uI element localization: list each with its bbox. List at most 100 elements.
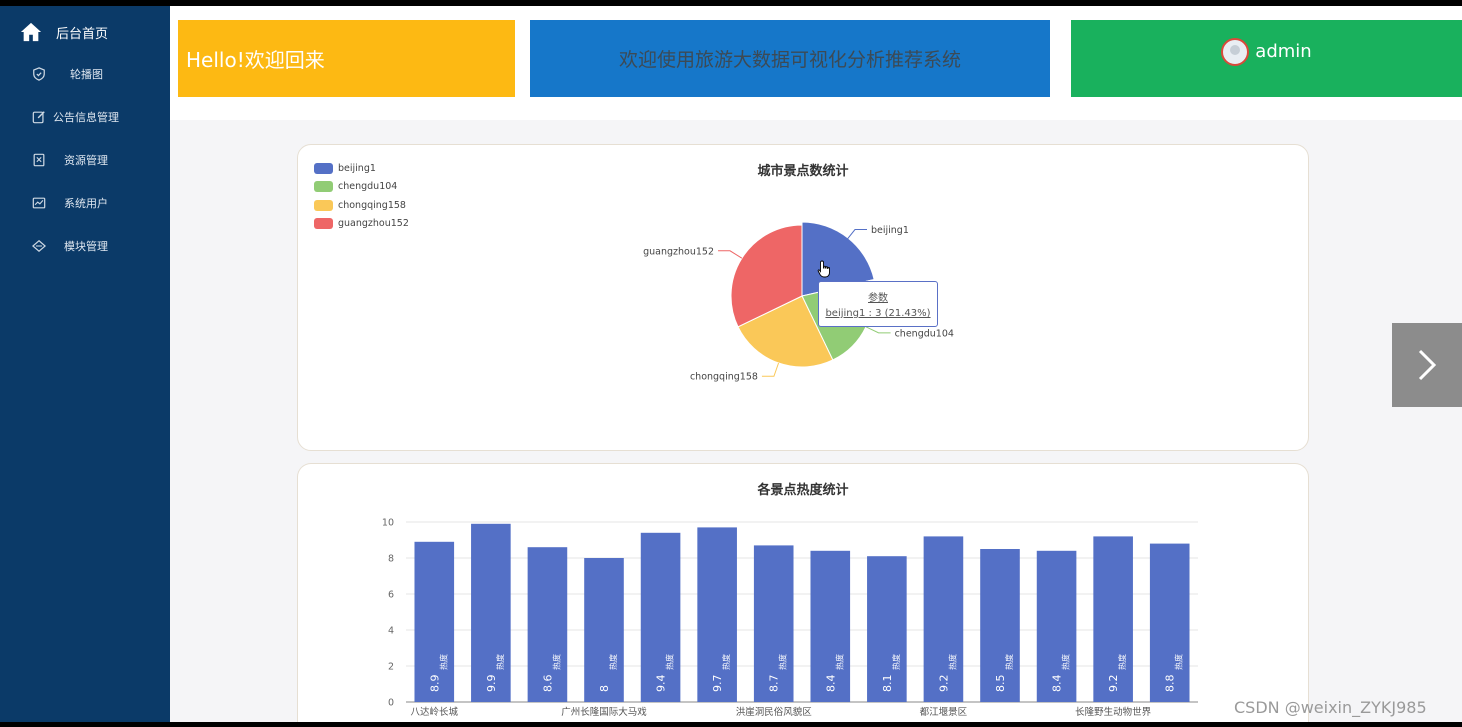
slice-label: beijing1 (871, 225, 909, 236)
slice-label-line (718, 250, 743, 259)
bar-value: 9.9 (485, 675, 498, 693)
bar-value-suffix: 热度 (665, 654, 675, 670)
bar[interactable] (640, 532, 681, 702)
home-icon (20, 22, 42, 42)
bar-value-label: 8 热度 (598, 654, 618, 692)
top-border (0, 0, 1462, 6)
legend-item[interactable]: guangzhou152 (314, 215, 409, 234)
username: admin (1255, 41, 1312, 62)
bar-value: 8.9 (428, 675, 441, 693)
system-title-card: 欢迎使用旅游大数据可视化分析推荐系统 (530, 20, 1050, 97)
pie-chart: beijing1 chengdu104 chongqing158 guangzhou1… (643, 221, 954, 383)
bar-value-label: 9.2 热度 (1107, 654, 1127, 692)
slice-label-line (761, 362, 780, 377)
tooltip-title: 参数 (868, 293, 888, 304)
x-tick-label: 都江堰景区 (920, 707, 968, 718)
bottom-border (0, 722, 1462, 727)
bar-value-suffix: 热度 (947, 654, 957, 670)
bar-value-suffix: 热度 (1004, 654, 1014, 670)
legend-label: chengdu104 (338, 181, 398, 193)
bar[interactable] (1093, 536, 1133, 702)
main-content: Hello!欢迎回来 欢迎使用旅游大数据可视化分析推荐系统 admin 城市景点… (170, 6, 1462, 727)
slice-label: chengdu104 (895, 328, 954, 339)
pointer-cursor-icon (817, 260, 830, 278)
bar-value: 8.4 (824, 675, 837, 693)
bar-value-label: 9.9 热度 (485, 654, 505, 692)
y-tick-label: 6 (388, 590, 394, 601)
sidebar-item-resources[interactable]: 资源管理 (0, 140, 170, 180)
bar[interactable] (584, 558, 624, 702)
bar[interactable] (923, 536, 964, 702)
slice-label-line (865, 326, 891, 334)
bar-chart-title: 各景点热度统计 (757, 483, 849, 498)
bar[interactable] (527, 547, 568, 702)
legend-swatch (314, 199, 333, 211)
bar-value-label: 9.4 热度 (655, 654, 675, 692)
bar[interactable] (1149, 543, 1190, 702)
bar-value: 8.7 (768, 675, 781, 693)
system-title: 欢迎使用旅游大数据可视化分析推荐系统 (618, 49, 961, 71)
bar[interactable] (1036, 550, 1077, 702)
sidebar-item-carousel[interactable]: 轮播图 (0, 54, 170, 94)
bar-value: 8.5 (994, 675, 1007, 693)
bar-value: 9.4 (655, 675, 668, 693)
pie-chart-panel: 城市景点数统计 beijing1 chengdu104 chongqing158 gu… (297, 144, 1309, 451)
bar[interactable] (414, 541, 455, 702)
sidebar-item-label: 模块管理 (64, 240, 108, 253)
pie-chart-title: 城市景点数统计 (757, 164, 849, 179)
bar-value-label: 8.6 热度 (541, 654, 561, 692)
sidebar-item-label: 轮播图 (70, 68, 103, 81)
legend-item[interactable]: chongqing158 (314, 196, 409, 215)
pie-slice[interactable] (730, 224, 803, 328)
bar-value-label: 9.7 热度 (711, 654, 731, 692)
bar[interactable] (471, 523, 511, 702)
bar-value-suffix: 热度 (495, 654, 505, 670)
chart-tooltip: 参数 beijing1 : 3 (21.43%) (818, 281, 938, 327)
bar[interactable] (753, 545, 794, 702)
bar-value: 9.7 (711, 675, 724, 693)
bar-value-suffix: 热度 (721, 654, 731, 670)
legend-item[interactable]: chengdu104 (314, 178, 409, 197)
slice-label-line (845, 229, 867, 241)
bar-value-suffix: 热度 (438, 654, 448, 670)
legend-item[interactable]: beijing1 (314, 159, 409, 178)
bar-value: 8 (598, 685, 611, 692)
bar-value: 8.1 (881, 675, 894, 693)
bar[interactable] (697, 527, 737, 702)
greeting-text: Hello!欢迎回来 (186, 48, 325, 72)
sidebar-item-announcements[interactable]: 公告信息管理 (0, 97, 170, 137)
slice-label: guangzhou152 (643, 246, 714, 257)
bar[interactable] (867, 556, 907, 702)
header: Hello!欢迎回来 欢迎使用旅游大数据可视化分析推荐系统 admin (170, 6, 1462, 120)
x-tick-label: 洪崖洞民俗风貌区 (736, 706, 813, 718)
bar-chart: 0 2 4 6 8 10 8.9 热度 9.9 热度 8.6 热度 8 热度 9.4 热度 9.7 热度 8.7 热度… (382, 518, 1198, 718)
y-tick-label: 2 (388, 662, 394, 673)
sidebar-item-modules[interactable]: 模块管理 (0, 226, 170, 266)
bar-value-label: 9.2 热度 (937, 654, 957, 692)
bar-value-suffix: 热度 (891, 654, 901, 670)
sidebar-item-label: 公告信息管理 (53, 111, 119, 124)
resource-icon (33, 153, 45, 167)
shield-icon (33, 67, 45, 81)
sidebar-item-label: 资源管理 (64, 154, 108, 167)
sidebar-item-system-users[interactable]: 系统用户 (0, 183, 170, 223)
bar-value: 9.2 (937, 675, 950, 693)
chart-line-icon (32, 197, 46, 209)
slice-label: chongqing158 (690, 372, 758, 383)
bar[interactable] (980, 549, 1020, 702)
legend-swatch (314, 218, 333, 230)
sidebar-item-home[interactable]: 后台首页 (0, 12, 170, 52)
edit-icon (32, 111, 45, 124)
next-slide-button[interactable] (1392, 323, 1462, 407)
watermark: CSDN @weixin_ZYKJ985 (1234, 698, 1427, 717)
x-tick-label: 长隆野生动物世界 (1075, 706, 1152, 718)
sidebar: 后台首页 轮播图 公告信息管理 资源管理 系统用户 模块管理 (0, 6, 170, 722)
bar[interactable] (810, 550, 851, 702)
bar-value-suffix: 热度 (1174, 654, 1184, 670)
tooltip-text: beijing1 : 3 (21.43%) (825, 308, 931, 319)
x-tick-label: 八达岭长城 (411, 706, 459, 718)
legend-label: beijing1 (338, 162, 376, 174)
legend-label: chongqing158 (338, 199, 406, 211)
user-card[interactable]: admin (1071, 20, 1462, 97)
diamond-icon (32, 239, 46, 253)
